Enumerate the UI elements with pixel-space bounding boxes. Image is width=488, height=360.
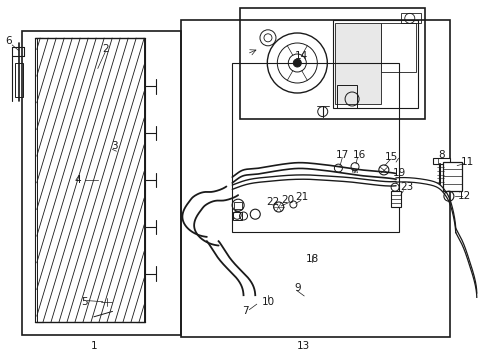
Bar bbox=[332, 20, 417, 108]
Bar bbox=[181, 20, 449, 337]
Text: 3: 3 bbox=[111, 141, 118, 151]
Circle shape bbox=[293, 59, 301, 67]
Text: 20: 20 bbox=[281, 195, 293, 205]
Bar bbox=[136, 38, 144, 322]
Text: 9: 9 bbox=[293, 283, 300, 293]
Text: 22: 22 bbox=[265, 197, 279, 207]
Bar bbox=[232, 212, 242, 220]
Text: 5: 5 bbox=[81, 297, 87, 307]
Bar bbox=[334, 23, 381, 104]
Bar bbox=[15, 63, 23, 97]
Bar bbox=[442, 162, 461, 191]
Text: 2: 2 bbox=[102, 44, 108, 54]
Text: 6: 6 bbox=[5, 36, 12, 46]
Text: 23: 23 bbox=[399, 182, 413, 192]
Bar bbox=[381, 23, 415, 72]
Text: 19: 19 bbox=[391, 168, 405, 178]
Bar bbox=[337, 85, 356, 108]
Text: 8: 8 bbox=[437, 150, 444, 160]
Bar bbox=[37, 38, 144, 322]
Bar bbox=[400, 13, 420, 23]
Text: 16: 16 bbox=[352, 150, 366, 160]
Text: 18: 18 bbox=[305, 254, 318, 264]
Bar bbox=[432, 158, 449, 164]
Text: 7: 7 bbox=[242, 306, 248, 316]
Text: 10: 10 bbox=[261, 297, 274, 307]
Text: 21: 21 bbox=[295, 192, 308, 202]
Bar bbox=[239, 8, 425, 119]
Bar bbox=[232, 63, 398, 232]
Text: 4: 4 bbox=[75, 175, 81, 185]
Bar bbox=[234, 202, 242, 209]
Bar bbox=[22, 31, 181, 335]
Bar bbox=[37, 38, 144, 322]
Text: 13: 13 bbox=[296, 341, 309, 351]
Text: 1: 1 bbox=[90, 341, 97, 351]
Text: 17: 17 bbox=[335, 150, 348, 160]
Text: 11: 11 bbox=[459, 157, 473, 167]
Text: 12: 12 bbox=[457, 191, 470, 201]
Bar bbox=[390, 191, 400, 207]
Text: 15: 15 bbox=[384, 152, 397, 162]
Bar bbox=[98, 158, 102, 263]
Text: 14: 14 bbox=[294, 51, 308, 61]
Bar bbox=[35, 38, 43, 322]
